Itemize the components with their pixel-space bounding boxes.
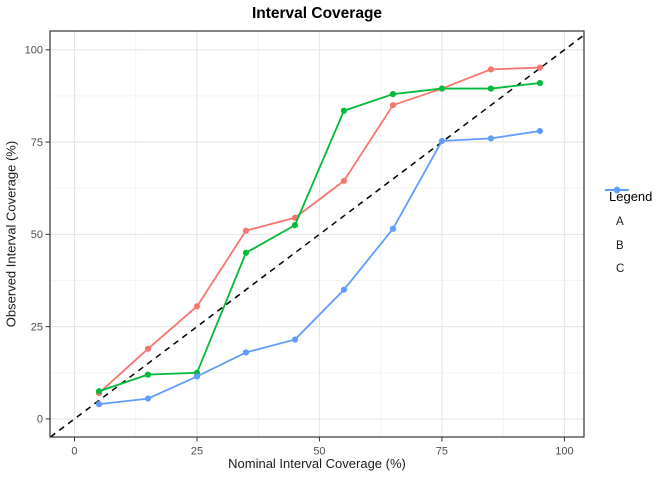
series-B-point	[95, 388, 103, 395]
series-A-point	[487, 66, 495, 73]
series-B-point	[340, 107, 348, 114]
x-tick-label: 0	[71, 446, 77, 458]
y-tick-label: 25	[31, 321, 43, 333]
y-tick-label: 0	[37, 414, 43, 426]
series-A-point	[193, 303, 201, 310]
legend-label-B: B	[616, 239, 624, 252]
series-A-line	[98, 66, 540, 394]
chart-title: Interval Coverage	[251, 5, 383, 22]
y-axis-title: Observed Interval Coverage (%)	[3, 140, 19, 328]
legend-title: Legend	[609, 189, 653, 204]
series-C-point	[242, 349, 250, 356]
series-B-point	[242, 249, 250, 256]
series-A-point	[340, 177, 348, 184]
legend-label-C: C	[616, 263, 625, 276]
series-C-point	[389, 225, 397, 232]
y-tick-label: 75	[31, 137, 43, 149]
y-tick-label: 50	[31, 229, 43, 241]
legend-entry-B: B	[604, 186, 652, 258]
series-A-point	[389, 102, 397, 109]
x-tick-label: 100	[555, 446, 573, 458]
series-B-point	[487, 85, 495, 92]
x-axis-title: Nominal Interval Coverage (%)	[228, 456, 406, 471]
legend-label-A: A	[616, 215, 624, 228]
series-B-point	[291, 222, 299, 229]
series-C-point	[340, 286, 348, 293]
series-A-point	[242, 227, 250, 234]
series-C-point	[144, 395, 152, 402]
series-A-point	[536, 64, 544, 71]
series-C-point	[536, 127, 544, 135]
x-tick-label: 50	[313, 446, 325, 458]
y-tick-label: 100	[25, 45, 43, 57]
series-B-point	[144, 371, 152, 378]
x-tick-label: 75	[436, 446, 448, 458]
series-B-point	[389, 91, 397, 98]
legend-key-C	[605, 186, 629, 194]
series-C-line	[98, 130, 541, 406]
series-A-point	[144, 345, 152, 352]
series-B-line	[98, 82, 541, 393]
x-tick-label: 25	[191, 446, 203, 458]
series-C-point	[95, 401, 103, 408]
series-C-point	[193, 373, 201, 380]
series-C-point	[291, 336, 299, 343]
series-B-point	[536, 79, 544, 87]
legend-entry-A: A	[604, 186, 652, 234]
series-C-point	[438, 137, 446, 145]
identity-reference-line	[50, 34, 585, 438]
legend-entry-C: C	[604, 186, 652, 281]
series-B-point	[438, 85, 446, 92]
series-C-point	[487, 135, 495, 142]
